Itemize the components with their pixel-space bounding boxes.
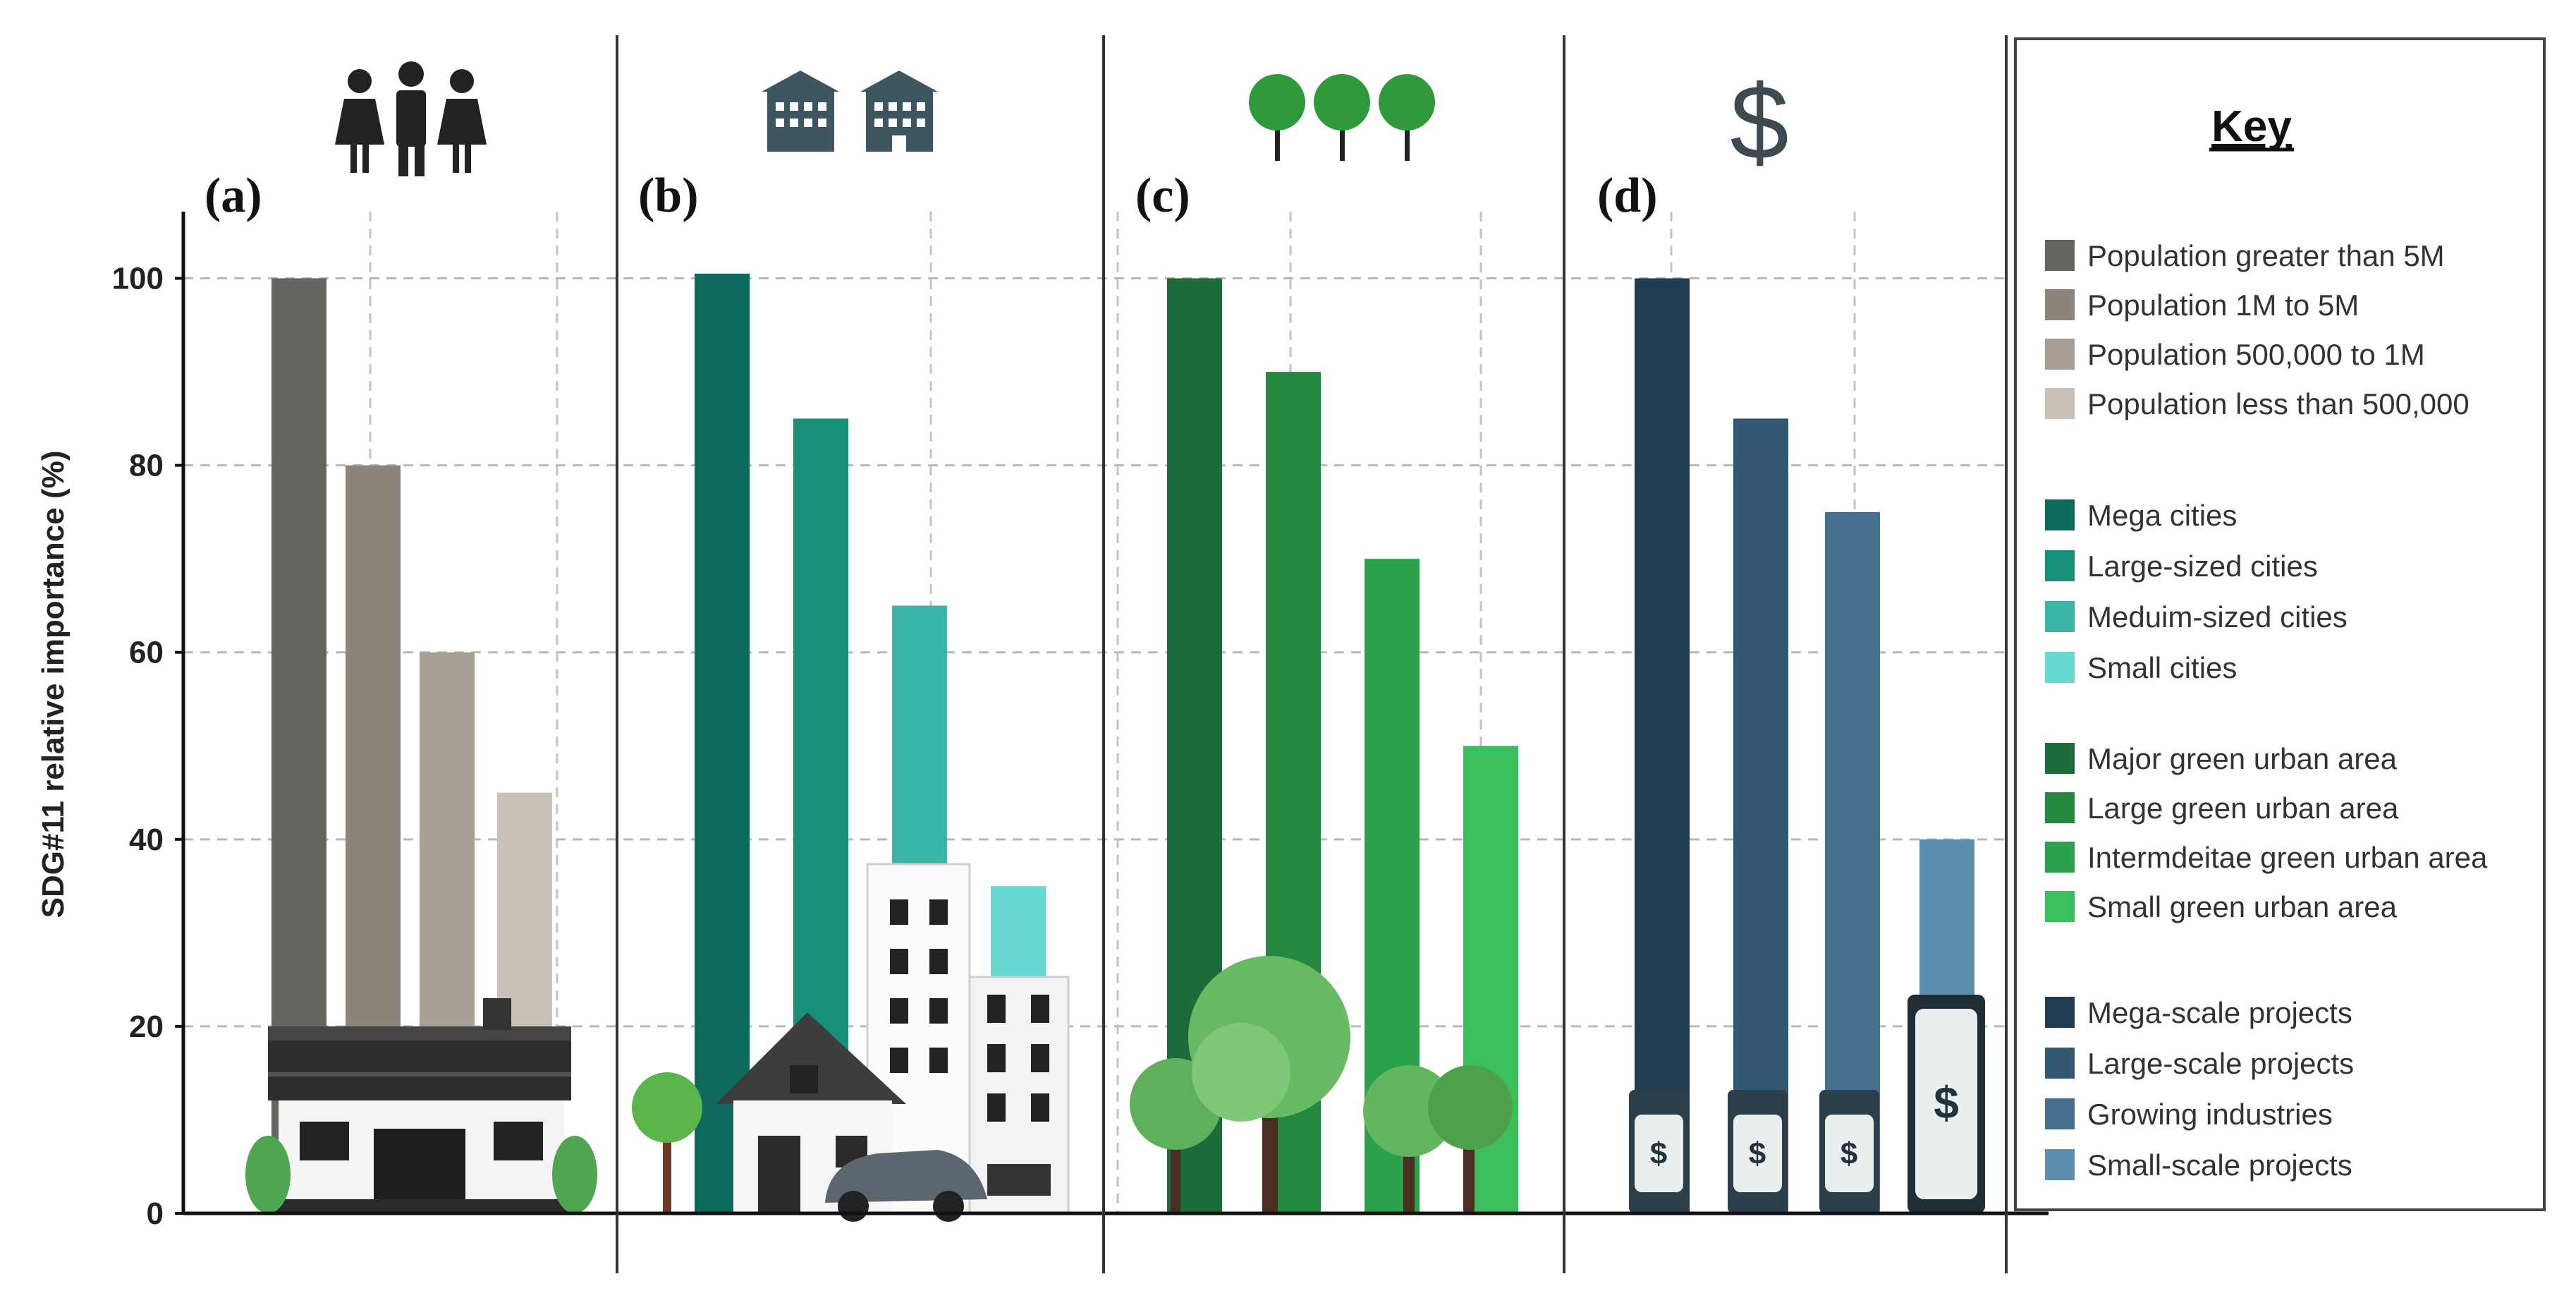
legend-swatch xyxy=(2045,339,2075,370)
legend-label: Mega cities xyxy=(2087,499,2237,532)
y-tick-label: 100 xyxy=(112,262,164,296)
house-illustration xyxy=(245,998,597,1215)
legend-label: Large-sized cities xyxy=(2087,550,2318,583)
legend-label: Population 500,000 to 1M xyxy=(2087,338,2425,371)
buildings-icon xyxy=(762,71,938,152)
y-axis-label: SDG#11 relative importance (%) xyxy=(36,451,71,918)
legend-swatch xyxy=(2045,997,2075,1028)
y-tick-label: 80 xyxy=(129,449,164,483)
city-illustration xyxy=(632,863,1070,1222)
legend: Key Population greater than 5M Population… xyxy=(2014,37,2546,1211)
legend-label: Population less than 500,000 xyxy=(2087,387,2470,420)
legend-label: Small-scale projects xyxy=(2087,1148,2352,1182)
legend-swatch xyxy=(2045,743,2075,774)
panel-label-c: (c) xyxy=(1135,169,1190,223)
legend-label: Growing industries xyxy=(2087,1098,2333,1131)
panel-label-a: (a) xyxy=(205,169,262,223)
legend-swatch xyxy=(2045,289,2075,320)
bar xyxy=(1733,418,1788,1213)
legend-swatch xyxy=(2045,792,2075,823)
legend-label: Meduim-sized cities xyxy=(2087,600,2348,633)
legend-label: Population 1M to 5M xyxy=(2087,289,2359,322)
y-tick-label: 40 xyxy=(129,823,164,857)
legend-swatch xyxy=(2045,601,2075,632)
legend-label: Large-scale projects xyxy=(2087,1047,2354,1080)
legend-label: Small cities xyxy=(2087,651,2237,684)
bar xyxy=(695,273,750,1213)
svg-text:$: $ xyxy=(1749,1136,1766,1171)
svg-text:$: $ xyxy=(1841,1136,1857,1171)
legend-swatch xyxy=(2045,1149,2075,1180)
money-illustration: $ $ $ $ xyxy=(1629,995,1985,1213)
legend-label: Population greater than 5M xyxy=(2087,239,2445,272)
legend-label: Intermdeitae green urban area xyxy=(2087,841,2488,874)
legend-swatch xyxy=(2045,842,2075,873)
legend-swatch xyxy=(2045,1098,2075,1129)
scenery: $ $ $ $ xyxy=(245,863,1985,1222)
legend-swatch xyxy=(2045,891,2075,922)
bar xyxy=(1635,278,1690,1214)
y-tick-label: 0 xyxy=(147,1196,164,1231)
legend-swatch xyxy=(2045,550,2075,581)
legend-label: Small green urban area xyxy=(2087,890,2398,923)
legend-swatch xyxy=(2045,1048,2075,1079)
people-icon xyxy=(335,61,487,176)
legend-swatch xyxy=(2045,652,2075,683)
legend-title: Key xyxy=(2211,102,2292,151)
legend-swatch xyxy=(2045,388,2075,419)
legend-swatch xyxy=(2045,499,2075,530)
svg-text:$: $ xyxy=(1650,1136,1667,1171)
legend-label: Major green urban area xyxy=(2087,742,2398,775)
svg-text:$: $ xyxy=(1934,1077,1959,1128)
y-tick-label: 60 xyxy=(129,636,164,670)
axes: 0 20 40 60 80 100 xyxy=(112,35,2049,1273)
trees-illustration xyxy=(1130,956,1513,1213)
y-tick-label: 20 xyxy=(129,1009,164,1044)
panel-label-b: (b) xyxy=(638,169,699,223)
legend-label: Mega-scale projects xyxy=(2087,996,2352,1029)
dollar-icon: $ xyxy=(1730,63,1788,181)
panel-label-d: (d) xyxy=(1597,169,1658,223)
legend-swatch xyxy=(2045,240,2075,271)
legend-label: Large green urban area xyxy=(2087,791,2399,825)
trees-icon xyxy=(1249,74,1435,161)
